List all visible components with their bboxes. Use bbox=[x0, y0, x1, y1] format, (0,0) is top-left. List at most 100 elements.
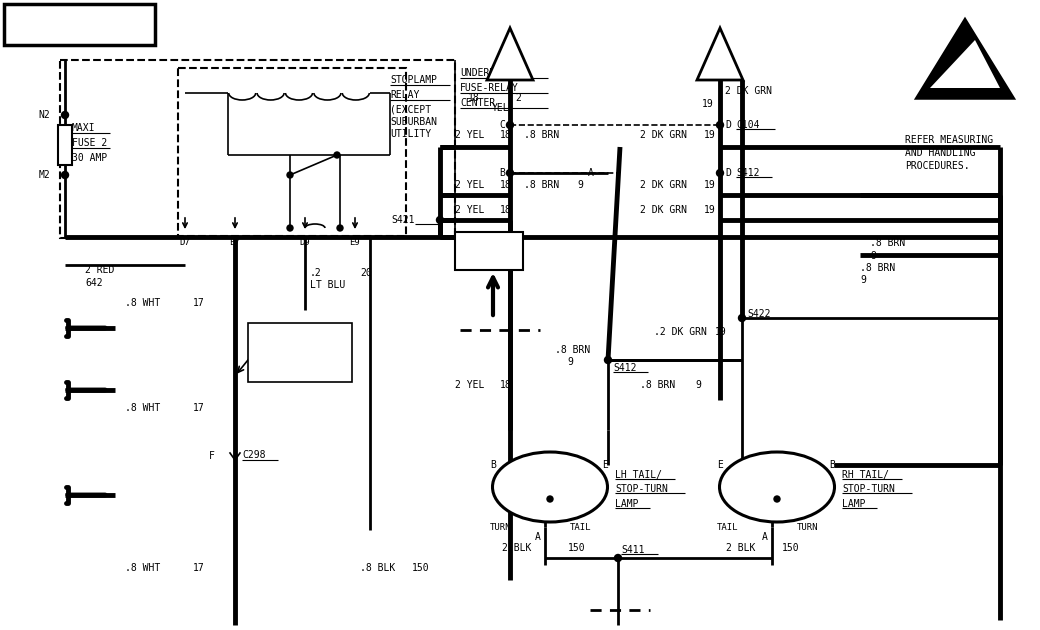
Text: HOT AT ALL TIMES: HOT AT ALL TIMES bbox=[25, 19, 133, 29]
Text: F: F bbox=[209, 451, 215, 461]
Text: .8 WHT: .8 WHT bbox=[125, 563, 160, 573]
Text: C104: C104 bbox=[736, 120, 759, 130]
Text: LT BLU: LT BLU bbox=[310, 280, 345, 290]
Text: RH TAIL/: RH TAIL/ bbox=[842, 470, 889, 480]
Text: 642: 642 bbox=[85, 278, 103, 288]
Text: 2 RED: 2 RED bbox=[85, 265, 114, 275]
Text: YEL: YEL bbox=[492, 103, 510, 113]
Text: 9: 9 bbox=[695, 380, 701, 390]
Text: 19: 19 bbox=[704, 205, 716, 215]
Text: 9: 9 bbox=[870, 251, 876, 261]
Text: SUBURBAN: SUBURBAN bbox=[277, 346, 323, 356]
Text: (EXCEPT: (EXCEPT bbox=[390, 105, 432, 115]
Text: LAMP: LAMP bbox=[842, 499, 865, 509]
Circle shape bbox=[615, 554, 622, 561]
Polygon shape bbox=[917, 20, 1013, 98]
Text: 17: 17 bbox=[193, 563, 205, 573]
Text: 2 YEL: 2 YEL bbox=[456, 180, 485, 190]
Text: 9: 9 bbox=[567, 357, 573, 367]
Circle shape bbox=[717, 122, 724, 129]
Text: B: B bbox=[716, 51, 724, 65]
Text: TURN: TURN bbox=[490, 522, 512, 532]
Text: .8 BRN: .8 BRN bbox=[524, 130, 560, 140]
Text: 18: 18 bbox=[468, 93, 480, 103]
Circle shape bbox=[437, 217, 443, 224]
Text: .8 BRN: .8 BRN bbox=[555, 345, 591, 355]
Text: 150: 150 bbox=[568, 543, 586, 553]
Circle shape bbox=[506, 169, 514, 176]
Text: 2 YEL: 2 YEL bbox=[456, 380, 485, 390]
Text: PROCEDURES.: PROCEDURES. bbox=[905, 161, 969, 171]
Text: 150: 150 bbox=[782, 543, 800, 553]
Text: M2: M2 bbox=[38, 170, 50, 180]
Text: STOP-TURN: STOP-TURN bbox=[842, 484, 894, 494]
Text: AND HANDLING: AND HANDLING bbox=[905, 148, 976, 158]
Text: E: E bbox=[717, 460, 723, 470]
Text: A: A bbox=[505, 51, 514, 65]
Text: 2 DK GRN: 2 DK GRN bbox=[640, 205, 687, 215]
Text: RELAY: RELAY bbox=[390, 90, 419, 100]
Text: 17: 17 bbox=[193, 298, 205, 308]
Text: 19: 19 bbox=[704, 180, 716, 190]
Text: .8 BRN: .8 BRN bbox=[524, 180, 560, 190]
Circle shape bbox=[506, 122, 514, 129]
Text: SUBURBAN: SUBURBAN bbox=[390, 117, 437, 127]
Text: UNDERHOOD: UNDERHOOD bbox=[460, 68, 513, 78]
Text: D: D bbox=[725, 168, 731, 178]
Bar bbox=[456, 232, 523, 270]
Polygon shape bbox=[930, 40, 1000, 88]
Text: B: B bbox=[490, 460, 496, 470]
Text: TAIL: TAIL bbox=[717, 522, 738, 532]
Text: 17: 17 bbox=[193, 403, 205, 413]
Text: 2 YEL: 2 YEL bbox=[456, 205, 485, 215]
Text: A: A bbox=[588, 168, 594, 178]
Circle shape bbox=[547, 496, 553, 502]
Text: FUSE 2: FUSE 2 bbox=[72, 138, 107, 148]
Text: E9: E9 bbox=[349, 238, 361, 247]
Text: E: E bbox=[602, 460, 607, 470]
Text: 2 DK GRN: 2 DK GRN bbox=[725, 86, 772, 96]
Text: 19: 19 bbox=[704, 130, 716, 140]
Text: 18: 18 bbox=[500, 180, 512, 190]
Ellipse shape bbox=[493, 452, 607, 522]
Text: 18: 18 bbox=[500, 130, 512, 140]
Circle shape bbox=[337, 225, 343, 231]
Text: S412: S412 bbox=[736, 168, 759, 178]
Text: 20: 20 bbox=[360, 268, 371, 278]
Text: UTILITY: UTILITY bbox=[280, 359, 320, 369]
Text: 18: 18 bbox=[500, 380, 512, 390]
Text: B: B bbox=[829, 460, 835, 470]
Text: 2 BLK: 2 BLK bbox=[502, 543, 531, 553]
Text: 2 DK GRN: 2 DK GRN bbox=[640, 180, 687, 190]
Ellipse shape bbox=[720, 452, 834, 522]
Text: 2 BLK: 2 BLK bbox=[726, 543, 755, 553]
FancyBboxPatch shape bbox=[3, 4, 155, 45]
Text: UTILITY: UTILITY bbox=[390, 129, 432, 139]
FancyBboxPatch shape bbox=[248, 323, 352, 382]
Text: REFER MEASURING: REFER MEASURING bbox=[905, 135, 993, 145]
Text: B: B bbox=[499, 168, 505, 178]
Text: 2 DK GRN: 2 DK GRN bbox=[640, 130, 687, 140]
Text: 18: 18 bbox=[500, 205, 512, 215]
Text: 2: 2 bbox=[515, 93, 521, 103]
Text: LAMP: LAMP bbox=[615, 499, 639, 509]
Polygon shape bbox=[487, 28, 534, 80]
Text: .2 DK GRN: .2 DK GRN bbox=[654, 327, 707, 337]
Text: .8 WHT: .8 WHT bbox=[125, 403, 160, 413]
Text: .8 BRN: .8 BRN bbox=[870, 238, 905, 248]
Text: FUSE-RELAY: FUSE-RELAY bbox=[460, 83, 519, 93]
Polygon shape bbox=[697, 28, 743, 80]
Text: C: C bbox=[499, 120, 505, 130]
Text: 9: 9 bbox=[577, 180, 582, 190]
Text: 19: 19 bbox=[702, 99, 714, 109]
Circle shape bbox=[774, 496, 780, 502]
Circle shape bbox=[61, 112, 69, 118]
Text: STOP-TURN: STOP-TURN bbox=[615, 484, 668, 494]
Text: A: A bbox=[762, 532, 768, 542]
Text: EXCEPT: EXCEPT bbox=[283, 333, 317, 343]
Bar bbox=[58, 125, 72, 165]
Text: S421: S421 bbox=[391, 215, 415, 225]
Text: 19: 19 bbox=[716, 327, 727, 337]
Text: 30 AMP: 30 AMP bbox=[72, 153, 107, 163]
Circle shape bbox=[738, 314, 746, 321]
